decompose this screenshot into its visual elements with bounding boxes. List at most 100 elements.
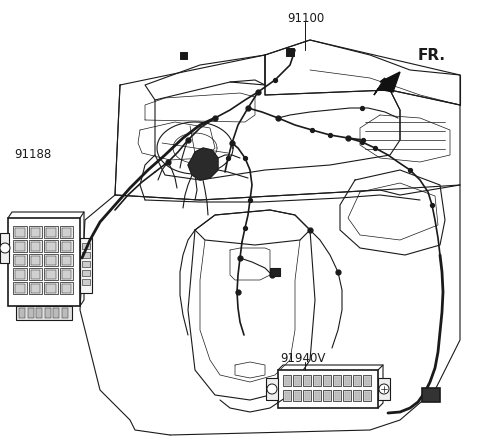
Bar [44,268,58,280]
Bar [15,255,24,265]
Bar [28,268,42,280]
Bar [60,254,73,266]
FancyBboxPatch shape [422,388,440,402]
Bar [82,270,90,276]
Bar [285,392,289,400]
Bar [60,240,73,252]
Bar [36,308,42,318]
Bar [304,377,310,385]
Bar [323,375,331,386]
Bar [44,254,58,266]
Bar [16,306,72,320]
Bar [278,370,378,408]
Bar [80,238,92,293]
Bar [60,282,73,294]
Bar [345,392,349,400]
Bar [8,218,80,306]
Bar [82,243,90,249]
Bar [353,390,361,401]
Bar [295,392,300,400]
Bar [31,242,40,250]
Bar [314,377,320,385]
Bar [28,254,42,266]
Bar [61,242,71,250]
Bar [283,390,291,401]
Bar [295,377,300,385]
Bar [378,378,390,400]
Bar [343,390,351,401]
Bar [61,255,71,265]
Bar [283,375,291,386]
Bar [28,240,42,252]
Circle shape [0,243,10,253]
Bar [293,390,301,401]
Bar [31,227,40,237]
Bar [333,375,341,386]
Bar [355,392,360,400]
Bar [27,308,34,318]
Bar [82,252,90,258]
Bar [364,377,370,385]
Bar [285,377,289,385]
Text: 91940V: 91940V [280,352,325,365]
Bar [364,392,370,400]
Bar [28,226,42,238]
Bar [44,240,58,252]
Bar [335,392,339,400]
Polygon shape [188,148,218,180]
Bar [44,226,58,238]
Bar [13,226,26,238]
Bar [60,268,73,280]
Bar [61,270,71,278]
Bar [13,268,26,280]
FancyBboxPatch shape [270,268,280,276]
Circle shape [379,384,389,394]
Bar [353,375,361,386]
Bar [31,255,40,265]
Bar [15,227,24,237]
Bar [15,270,24,278]
Bar [61,308,68,318]
Bar [60,226,73,238]
Bar [53,308,59,318]
Bar [323,390,331,401]
Bar [31,284,40,293]
Bar [46,242,56,250]
Bar [314,392,320,400]
Bar [303,390,311,401]
Text: FR.: FR. [418,48,446,63]
Bar [355,377,360,385]
Bar [46,255,56,265]
Bar [46,270,56,278]
Text: 91188: 91188 [14,148,51,161]
Bar [180,52,187,59]
Bar [82,261,90,267]
Bar [15,284,24,293]
Bar [15,242,24,250]
Bar [13,282,26,294]
Bar [324,377,329,385]
Circle shape [267,384,277,394]
Bar [82,279,90,285]
Bar [335,377,339,385]
Bar [13,254,26,266]
Bar [19,308,25,318]
Bar [324,392,329,400]
Bar [286,48,294,56]
Bar [345,377,349,385]
Bar [61,284,71,293]
Bar [363,375,371,386]
Bar [266,378,278,400]
FancyBboxPatch shape [0,233,9,263]
Bar [46,227,56,237]
Bar [363,390,371,401]
Bar [343,375,351,386]
Text: 91100: 91100 [287,12,324,25]
Bar [303,375,311,386]
Bar [46,284,56,293]
Bar [313,375,321,386]
Bar [28,282,42,294]
Bar [293,375,301,386]
Bar [61,227,71,237]
Polygon shape [374,72,400,95]
